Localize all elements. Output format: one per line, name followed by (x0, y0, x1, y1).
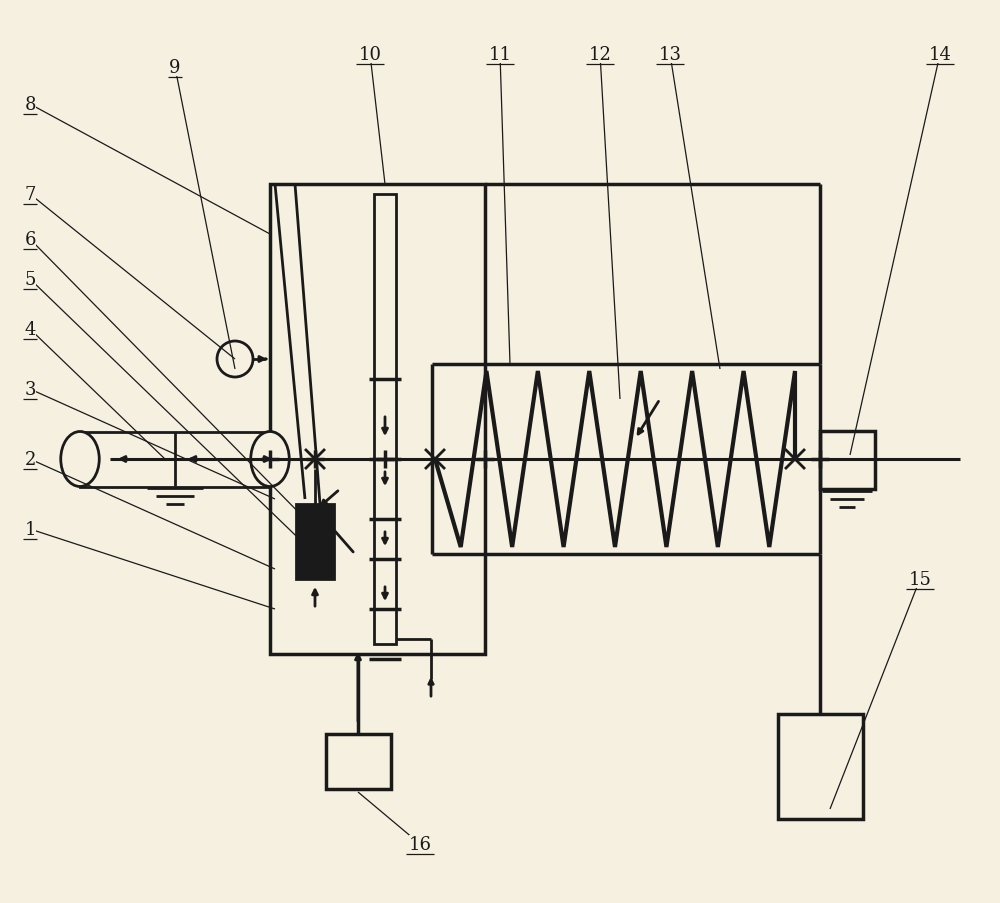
Text: 15: 15 (909, 571, 931, 589)
Text: 12: 12 (589, 46, 611, 64)
Text: 14: 14 (929, 46, 951, 64)
Bar (270, 185, 485, 655)
Text: 10: 10 (359, 46, 382, 64)
Ellipse shape (61, 432, 99, 487)
Text: 4: 4 (24, 321, 36, 339)
Bar (820, 432, 875, 489)
Bar (296, 505, 334, 580)
Ellipse shape (251, 432, 289, 487)
Text: 9: 9 (169, 59, 181, 77)
Text: 8: 8 (24, 96, 36, 114)
Text: 5: 5 (24, 271, 36, 289)
Text: 1: 1 (24, 520, 36, 538)
Text: 2: 2 (24, 451, 36, 469)
Text: 13: 13 (658, 46, 682, 64)
Text: 11: 11 (489, 46, 512, 64)
Circle shape (217, 341, 253, 377)
Bar (374, 195, 396, 644)
Bar (80, 433, 270, 488)
Text: 6: 6 (24, 231, 36, 248)
Text: 3: 3 (24, 380, 36, 398)
Bar (326, 734, 391, 789)
Bar (778, 714, 863, 819)
Text: 16: 16 (409, 835, 432, 853)
Text: 7: 7 (24, 186, 36, 204)
